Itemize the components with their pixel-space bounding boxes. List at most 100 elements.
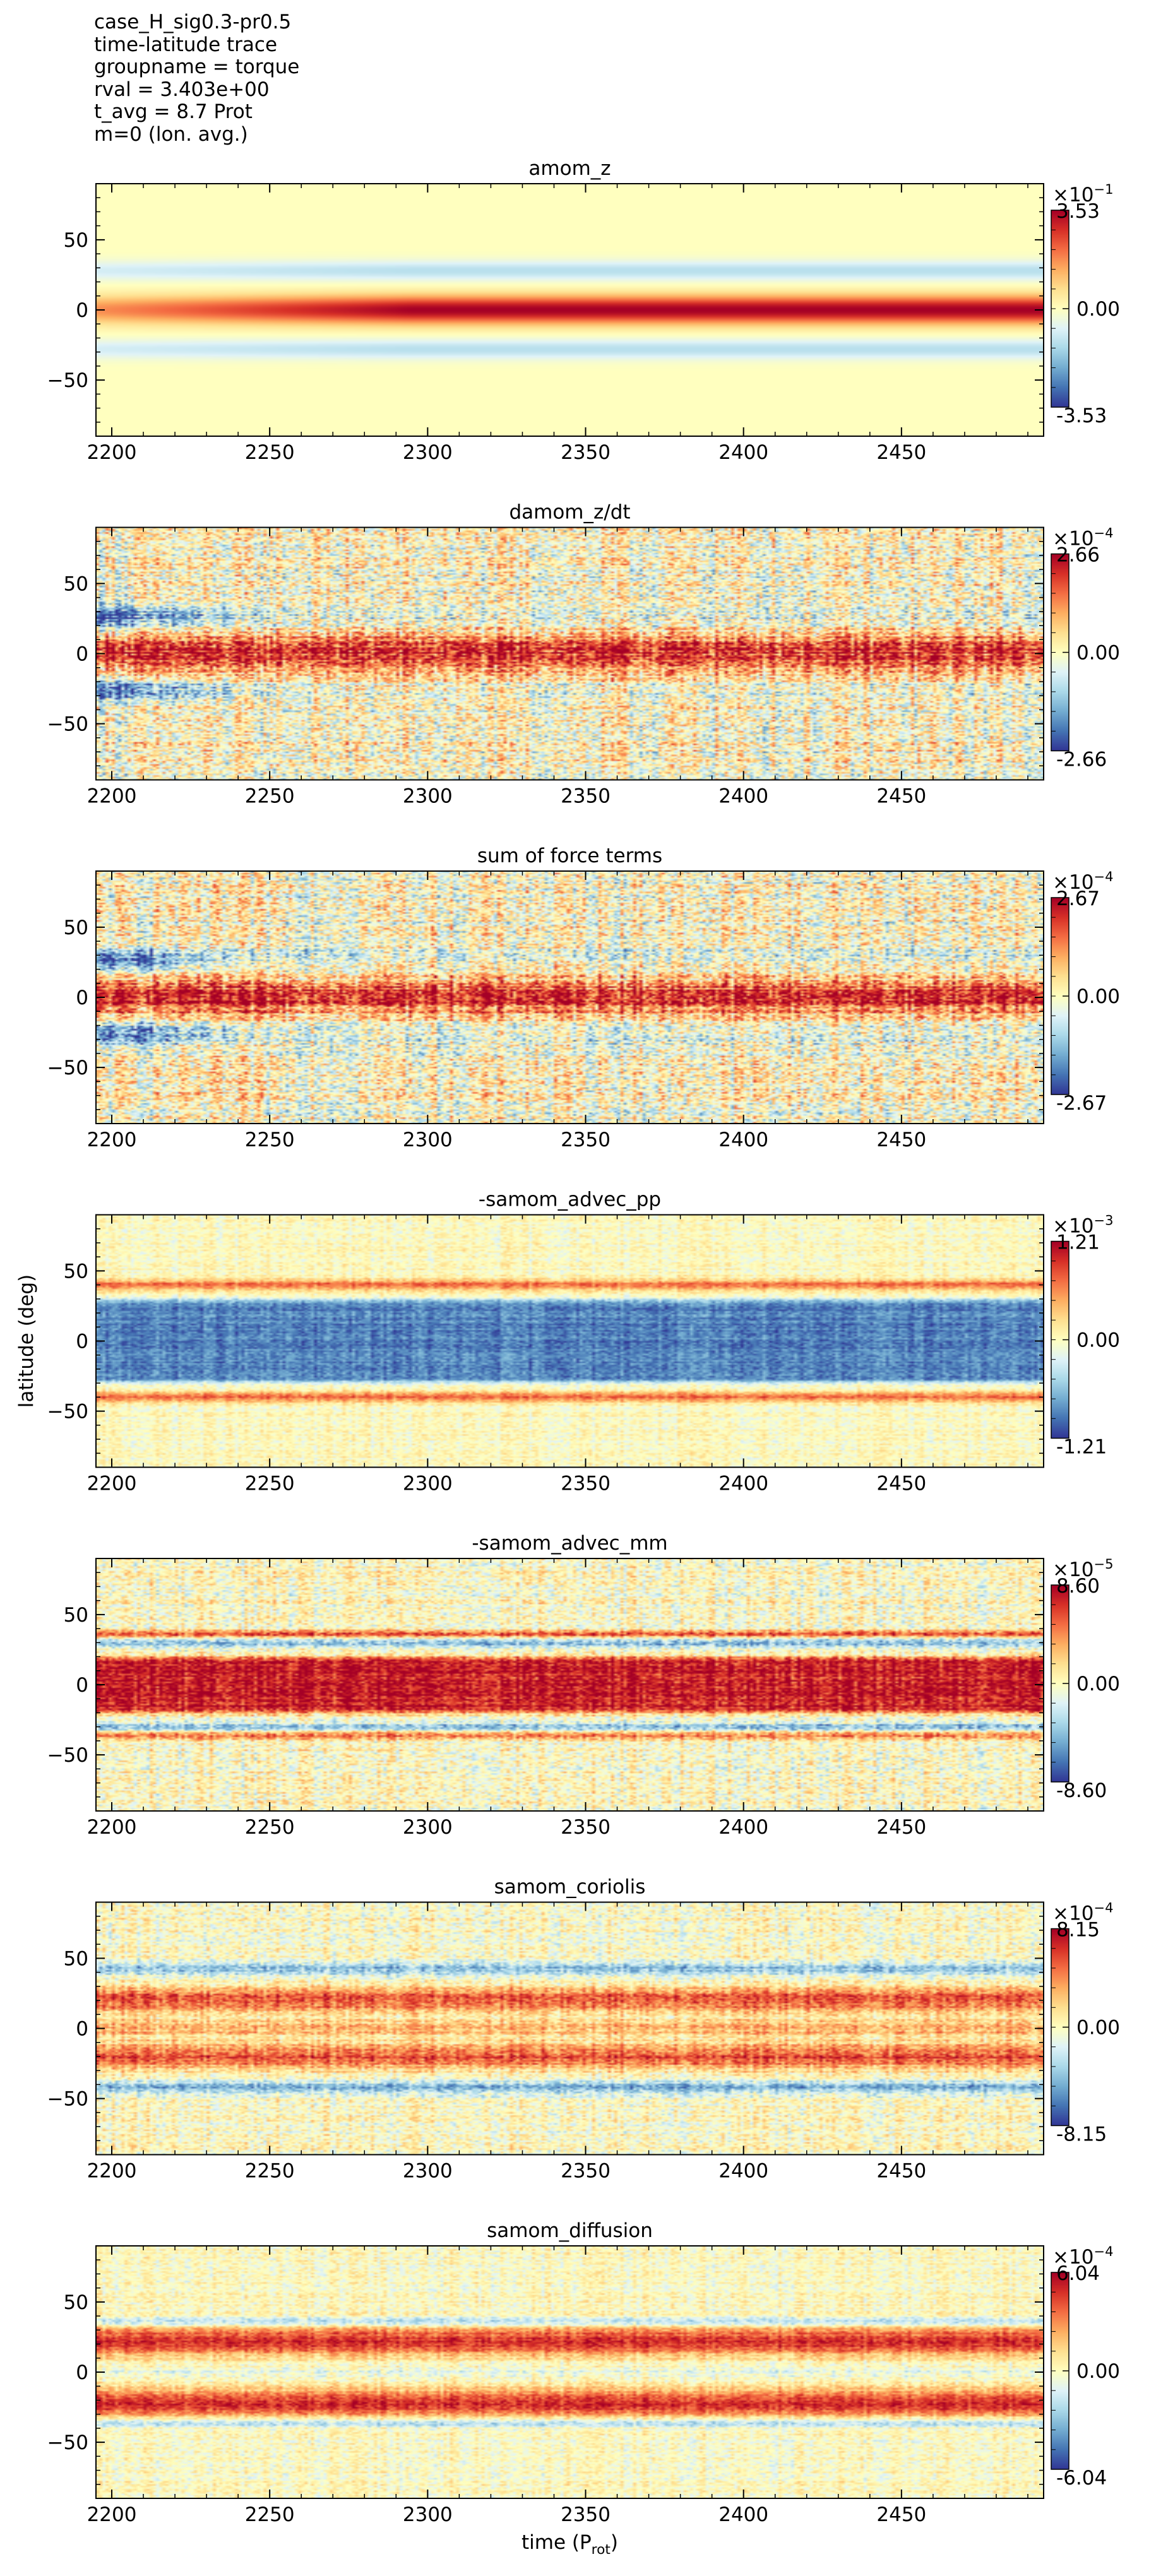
- x-tick-label: 2200: [87, 2160, 137, 2183]
- x-tick-label: 2200: [87, 1473, 137, 1495]
- colorbar-exponent-power: −5: [1094, 1556, 1113, 1572]
- heatmap-field: [96, 1214, 1044, 1468]
- y-tick-label: 50: [64, 917, 88, 939]
- y-tick-label: −50: [47, 713, 88, 736]
- header-line-rval: rval = 3.403e+00: [94, 78, 270, 101]
- colorbar-exponent-power: −3: [1094, 1213, 1113, 1228]
- colorbar-max-label: 1.21: [1056, 1232, 1100, 1254]
- x-tick-label: 2300: [403, 1816, 453, 1839]
- header-line-m: m=0 (lon. avg.): [94, 122, 248, 146]
- y-tick-label: 0: [76, 2361, 88, 2384]
- x-tick-label: 2200: [87, 2503, 137, 2526]
- colorbar-exponent-power: −1: [1094, 181, 1113, 197]
- y-tick-label: −50: [47, 2088, 88, 2111]
- x-tick-label: 2250: [245, 1816, 295, 1839]
- heatmap-field: [96, 871, 1044, 1124]
- colorbar-mid-label: 0.00: [1076, 985, 1120, 1008]
- colorbar: ×10−42.670.00-2.67: [1051, 869, 1120, 1115]
- x-tick-label: 2350: [561, 1129, 611, 1151]
- x-tick-label: 2400: [718, 2503, 768, 2526]
- figure-header: case_H_sig0.3-pr0.5 time-latitude trace …: [94, 11, 299, 146]
- colorbar-max-label: 8.60: [1056, 1575, 1100, 1598]
- heatmap-field: [96, 2246, 1044, 2498]
- x-tick-label: 2450: [876, 1816, 926, 1839]
- heatmap-panel-7: samom_diffusion 2200 2250 2300 2350 2400 2450 −…: [47, 2219, 1120, 2558]
- x-tick-label: 2350: [561, 2503, 611, 2526]
- colorbar-max-label: 3.53: [1056, 200, 1100, 223]
- colorbar: ×10−42.660.00-2.66: [1051, 525, 1120, 771]
- colorbar: ×10−13.530.00-3.53: [1051, 181, 1120, 427]
- y-tick-label: 0: [76, 1331, 88, 1353]
- x-tick-label: 2250: [245, 2160, 295, 2183]
- y-tick-label: −50: [47, 1057, 88, 1079]
- y-tick-label: 0: [76, 643, 88, 666]
- x-tick-label: 2400: [718, 1816, 768, 1839]
- heatmap-field: [96, 1558, 1044, 1811]
- x-tick-label: 2350: [561, 441, 611, 464]
- x-tick-label: 2250: [245, 2503, 295, 2526]
- colorbar-mid-label: 0.00: [1076, 298, 1120, 321]
- panel-title: -samom_advec_mm: [472, 1532, 667, 1555]
- colorbar-exponent-power: −4: [1094, 2243, 1113, 2259]
- y-tick-label: −50: [47, 1744, 88, 1767]
- colorbar-max-label: 2.66: [1056, 544, 1100, 567]
- x-tick-label: 2400: [718, 785, 768, 808]
- x-tick-label: 2450: [876, 1129, 926, 1151]
- panel-title: damom_z/dt: [509, 501, 630, 524]
- y-tick-label: −50: [47, 369, 88, 392]
- y-tick-label: 50: [64, 2291, 88, 2314]
- x-tick-label: 2300: [403, 785, 453, 808]
- colorbar-mid-label: 0.00: [1076, 2017, 1120, 2039]
- x-tick-label: 2200: [87, 441, 137, 464]
- colorbar-exponent-power: −4: [1094, 869, 1113, 884]
- x-tick-label: 2350: [561, 1473, 611, 1495]
- colorbar-exponent-power: −4: [1094, 1900, 1113, 1916]
- x-tick-label: 2450: [876, 1473, 926, 1495]
- y-tick-label: −50: [47, 1401, 88, 1423]
- x-tick-label: 2200: [87, 1129, 137, 1151]
- y-tick-label: 50: [64, 1260, 88, 1283]
- x-tick-label: 2200: [87, 785, 137, 808]
- colorbar-min-label: -8.60: [1056, 1779, 1107, 1802]
- panel-title: sum of force terms: [477, 845, 662, 867]
- panel-title: samom_coriolis: [494, 1876, 646, 1899]
- panel-title: amom_z: [528, 157, 611, 180]
- x-tick-label: 2350: [561, 2160, 611, 2183]
- y-tick-label: 50: [64, 1604, 88, 1627]
- x-tick-label: 2250: [245, 1129, 295, 1151]
- colorbar-min-label: -8.15: [1056, 2123, 1107, 2146]
- colorbar-min-label: -2.67: [1056, 1092, 1107, 1115]
- colorbar: ×10−46.040.00-6.04: [1051, 2243, 1120, 2490]
- colorbar-mid-label: 0.00: [1076, 642, 1120, 665]
- colorbar-exponent-power: −4: [1094, 525, 1113, 541]
- x-axis-label: time (Prot): [521, 2531, 618, 2558]
- colorbar-min-label: -3.53: [1056, 405, 1107, 427]
- heatmap-panel-2: damom_z/dt 2200 2250 2300 2350 2400 2450 −50 0 50…: [47, 501, 1120, 808]
- x-tick-label: 2300: [403, 2503, 453, 2526]
- x-tick-label: 2250: [245, 785, 295, 808]
- panel-title: -samom_advec_pp: [479, 1189, 661, 1211]
- x-tick-label: 2300: [403, 441, 453, 464]
- y-tick-label: 0: [76, 2018, 88, 2041]
- y-tick-label: 50: [64, 229, 88, 252]
- colorbar-mid-label: 0.00: [1076, 1673, 1120, 1695]
- colorbar-max-label: 8.15: [1056, 1919, 1100, 1942]
- y-tick-label: 50: [64, 573, 88, 595]
- colorbar: ×10−48.150.00-8.15: [1051, 1900, 1120, 2146]
- x-tick-label: 2400: [718, 1473, 768, 1495]
- header-line-trace-type: time-latitude trace: [94, 33, 278, 56]
- x-tick-label: 2450: [876, 2160, 926, 2183]
- y-tick-label: 50: [64, 1947, 88, 1970]
- x-tick-label: 2200: [87, 1816, 137, 1839]
- colorbar-mid-label: 0.00: [1076, 1329, 1120, 1352]
- colorbar-max-label: 2.67: [1056, 887, 1100, 910]
- colorbar-min-label: -6.04: [1056, 2467, 1107, 2490]
- colorbar: ×10−31.210.00-1.21: [1051, 1213, 1120, 1459]
- header-line-groupname: groupname = torque: [94, 56, 300, 78]
- x-tick-label: 2400: [718, 2160, 768, 2183]
- y-axis-label: latitude (deg): [15, 1274, 38, 1408]
- x-tick-label: 2300: [403, 2160, 453, 2183]
- heatmap-panel-3: sum of force terms 2200 2250 2300 2350 2400 24…: [47, 845, 1120, 1151]
